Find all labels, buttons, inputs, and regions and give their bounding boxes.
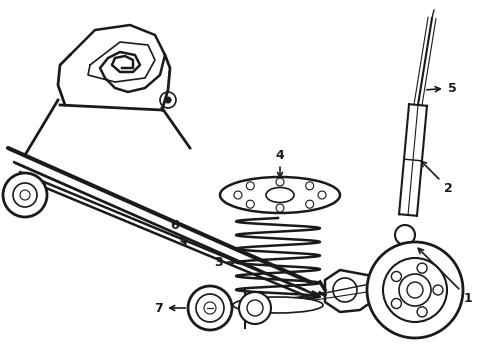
Circle shape: [306, 200, 314, 208]
Circle shape: [433, 285, 443, 295]
Circle shape: [246, 200, 254, 208]
Circle shape: [246, 182, 254, 190]
Text: 6: 6: [171, 219, 186, 244]
Text: 7: 7: [154, 302, 185, 315]
Circle shape: [318, 191, 326, 199]
Circle shape: [367, 242, 463, 338]
Circle shape: [165, 97, 171, 103]
Text: 4: 4: [275, 149, 284, 177]
Ellipse shape: [220, 177, 340, 213]
Circle shape: [234, 191, 242, 199]
Circle shape: [306, 182, 314, 190]
Circle shape: [392, 271, 401, 282]
Text: 3: 3: [214, 256, 235, 269]
Text: 2: 2: [421, 161, 452, 194]
Circle shape: [417, 307, 427, 317]
Ellipse shape: [233, 297, 323, 313]
Circle shape: [383, 258, 447, 322]
Circle shape: [188, 286, 232, 330]
Circle shape: [417, 263, 427, 273]
Circle shape: [239, 292, 271, 324]
Circle shape: [3, 173, 47, 217]
Text: 1: 1: [418, 248, 472, 305]
Text: 5: 5: [427, 81, 456, 95]
Circle shape: [276, 178, 284, 186]
Circle shape: [276, 204, 284, 212]
Circle shape: [392, 298, 401, 309]
